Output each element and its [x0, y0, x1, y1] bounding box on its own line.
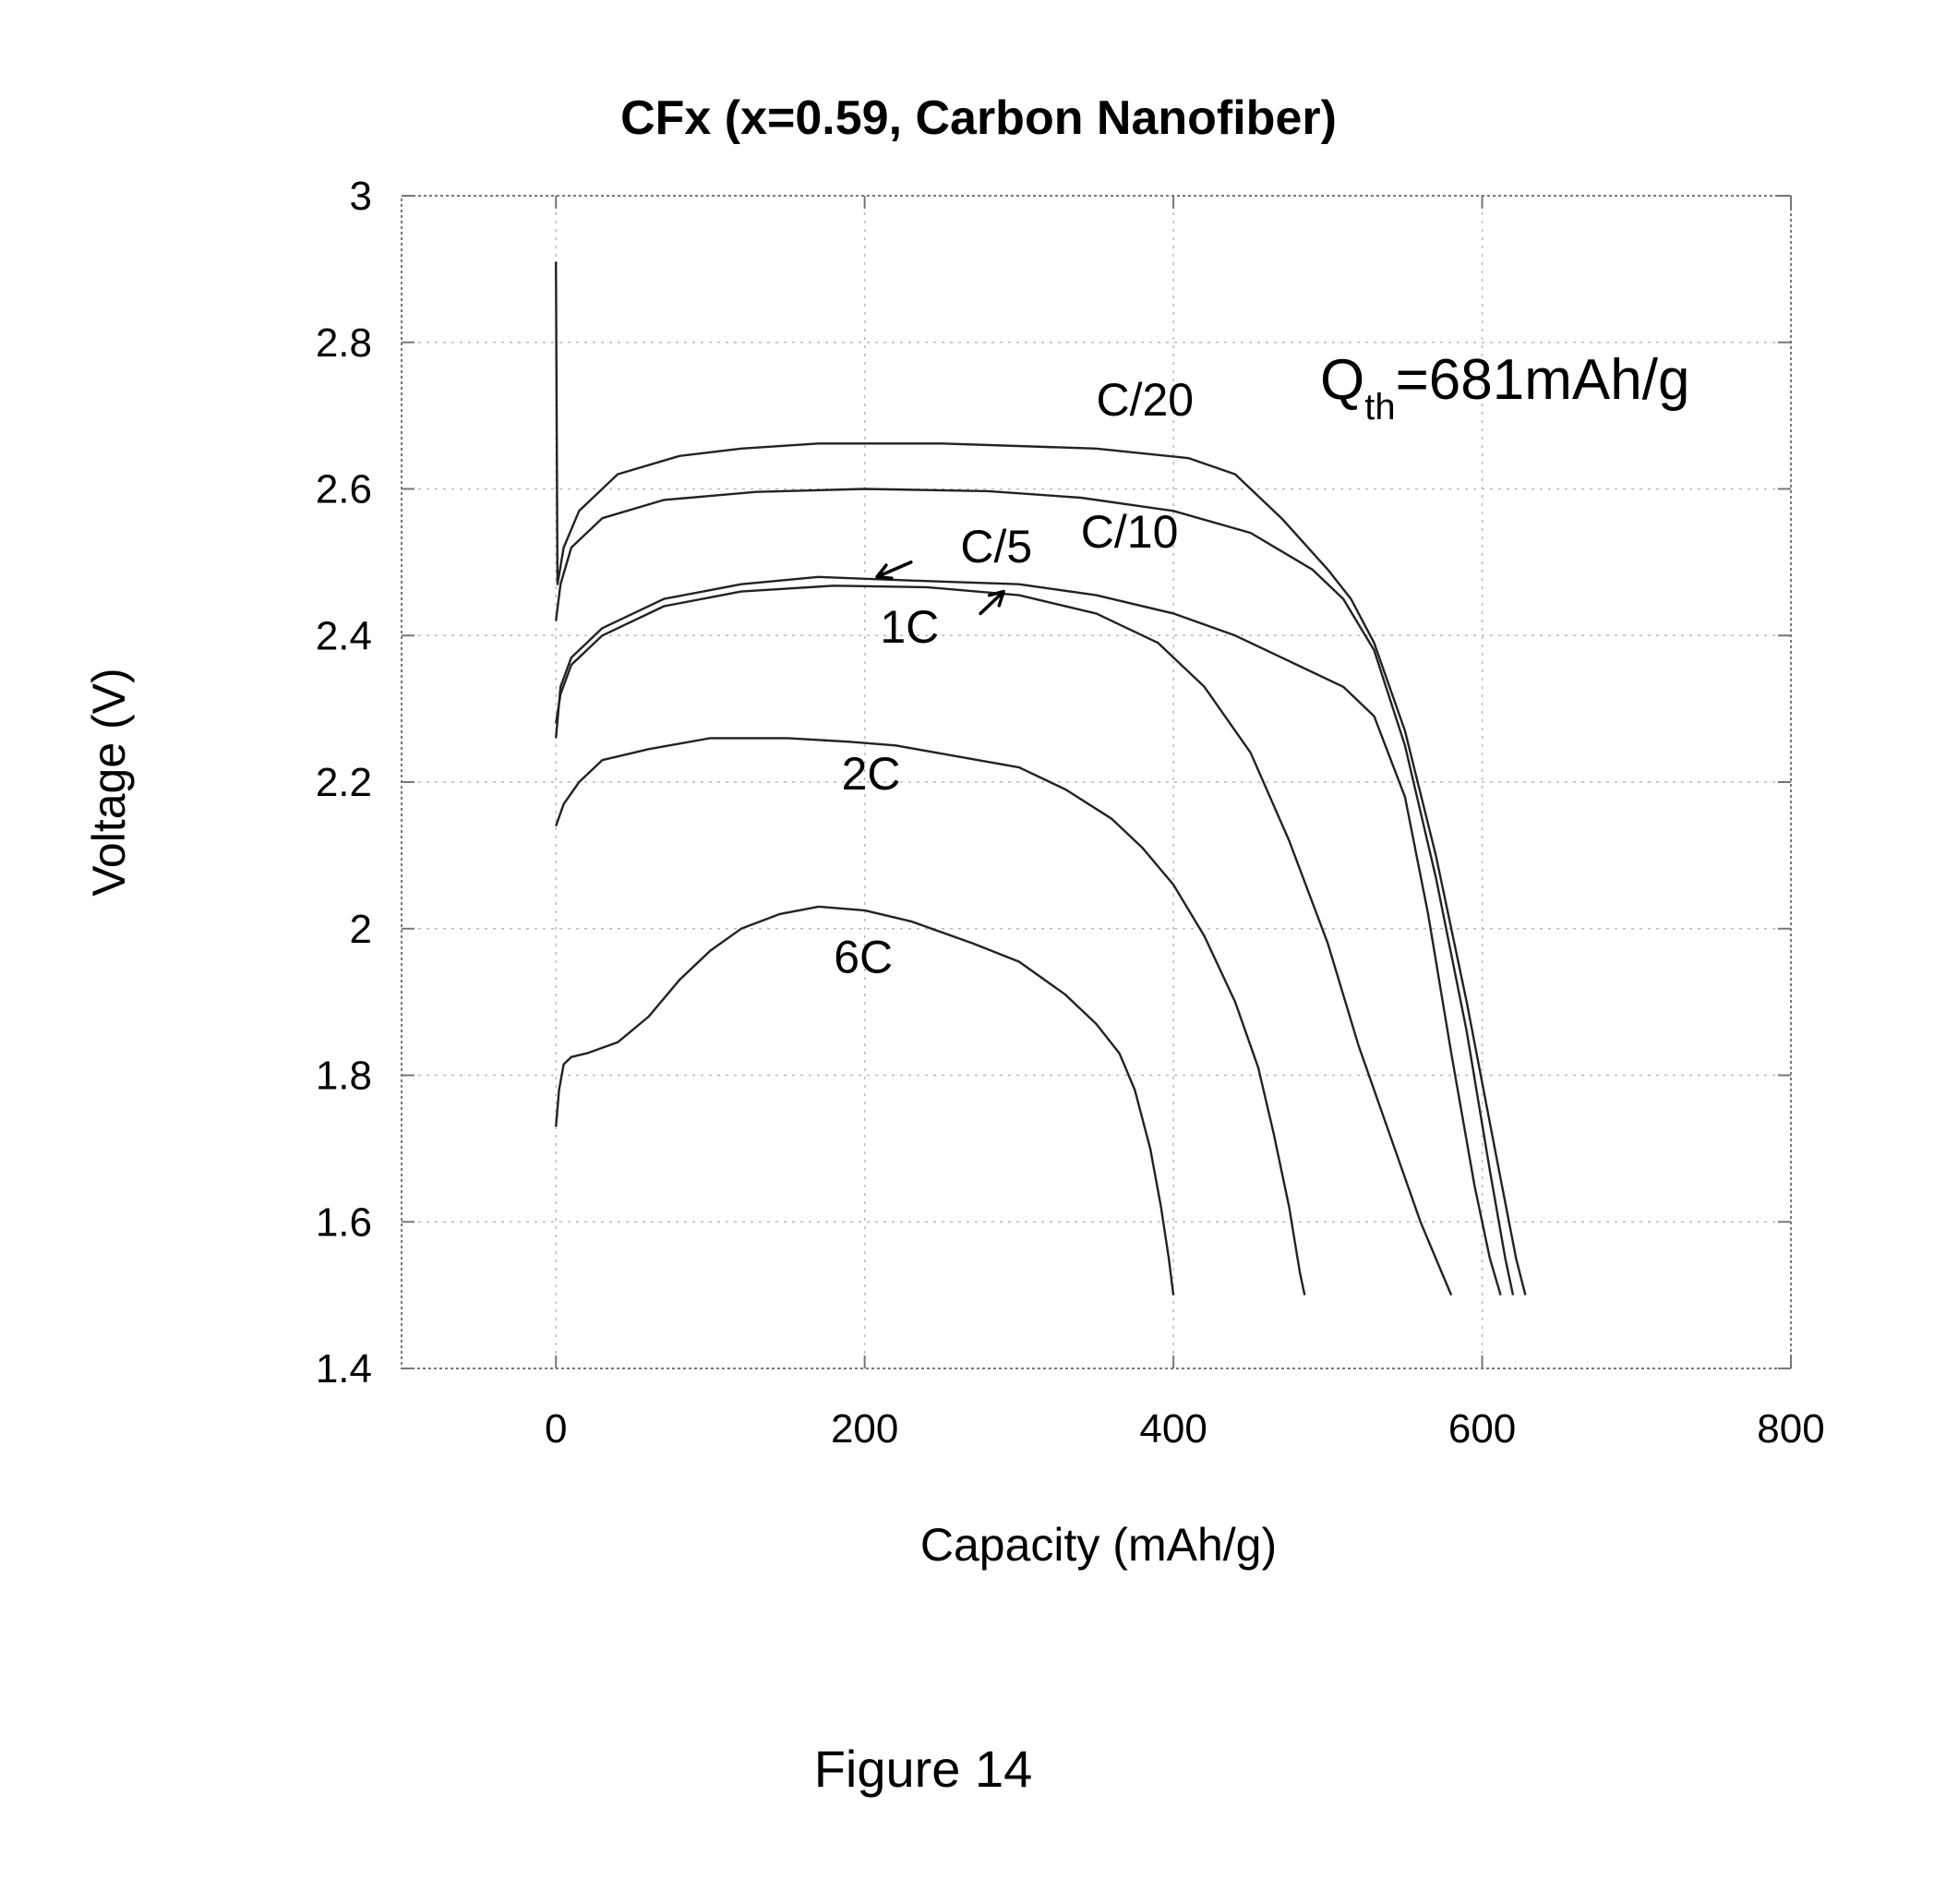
x-tick-label: 0 — [545, 1406, 567, 1452]
chart-title: CFx (x=0.59, Carbon Nanofiber) — [620, 91, 1337, 145]
figure-caption: Figure 14 — [814, 1740, 1033, 1798]
y-tick-label: 1.8 — [316, 1054, 372, 1099]
q-symbol: Q — [1320, 348, 1364, 412]
x-tick-label: 200 — [831, 1406, 898, 1452]
series-label-c-20: C/20 — [1097, 374, 1195, 426]
y-tick-label: 2.8 — [316, 320, 372, 366]
y-tick-label: 2 — [350, 907, 372, 952]
theoretical-capacity-annotation: Qth=681mAh/g — [1320, 348, 1689, 428]
series-labels: C/20 C/10 C/5 1C 2C 6C — [834, 374, 1194, 982]
y-tick-label: 1.6 — [316, 1199, 372, 1245]
y-axis-label: Voltage (V) — [83, 668, 135, 896]
y-tick-label: 2.4 — [316, 613, 372, 658]
y-tick-label: 3 — [350, 174, 372, 219]
y-tick-label: 1.4 — [316, 1346, 372, 1392]
annotation-arrow — [980, 592, 1003, 614]
annotation-arrow — [877, 562, 911, 578]
series-line-1c — [556, 585, 1451, 1295]
y-tick-label: 2.2 — [316, 760, 372, 805]
series-line-c-10 — [556, 489, 1513, 1295]
x-tick-label: 400 — [1139, 1406, 1207, 1452]
x-axis-label: Capacity (mAh/g) — [920, 1519, 1277, 1571]
series-line-2c — [556, 738, 1304, 1295]
series-label-1c: 1C — [880, 601, 939, 653]
series-line-c-5 — [556, 577, 1500, 1295]
series-label-c-5: C/5 — [960, 521, 1032, 572]
x-tick-label: 600 — [1448, 1406, 1516, 1452]
y-tick-label: 2.6 — [316, 467, 372, 512]
series-label-6c: 6C — [834, 931, 893, 982]
x-tick-label: 800 — [1757, 1406, 1824, 1452]
q-subscript: th — [1364, 387, 1395, 428]
series-label-c-10: C/10 — [1081, 506, 1179, 558]
q-value: =681mAh/g — [1396, 348, 1690, 412]
series-label-2c: 2C — [842, 748, 901, 800]
